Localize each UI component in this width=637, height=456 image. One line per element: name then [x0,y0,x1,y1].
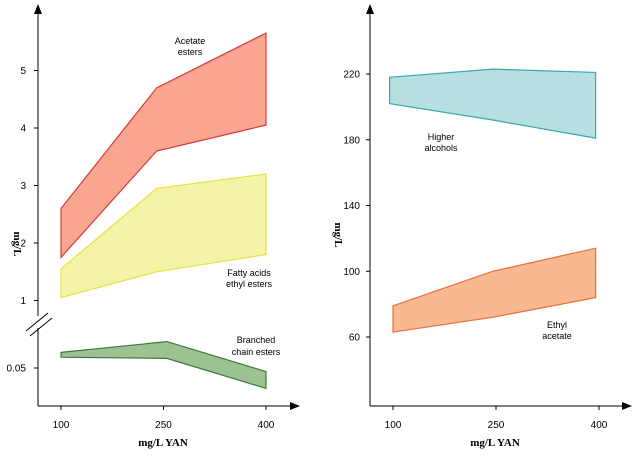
axis-break-mark [25,312,53,337]
label-higher-alcohols-line1: Higher [428,132,455,142]
band-ethyl-acetate [392,247,597,333]
right-y-ticks: 60 100 140 180 220 [343,70,370,344]
label-ethyl-acetate: Ethyl acetate [542,320,572,341]
left-y-tick-label-2: 2 [20,239,26,250]
label-acetate-esters: Acetate esters [175,36,206,57]
left-x-tick-label-250: 250 [155,420,172,431]
right-y-tick-label-220: 220 [343,70,360,81]
right-y-tick-label-180: 180 [343,135,360,146]
left-y-tick-label-0-05: 0.05 [7,364,27,375]
left-bands [60,32,267,390]
left-y-tick-label-5: 5 [20,66,26,77]
label-fatty-acids-line2: ethyl esters [226,279,273,289]
right-y-tick-label-100: 100 [343,267,360,278]
left-y-tick-label-4: 4 [20,124,26,135]
right-y-tick-label-60: 60 [349,333,361,344]
left-y-tick-label-3: 3 [20,181,26,192]
right-x-tick-label-100: 100 [385,420,402,431]
band-acetate-esters [60,32,267,259]
left-chart: 1 2 3 4 5 0.05 100 250 400 mg/L mg/L YAN Acetat… [7,4,300,449]
label-ethyl-acetate-line1: Ethyl [547,320,567,330]
right-x-axis-title: mg/L YAN [470,437,520,449]
left-x-tick-label-400: 400 [258,420,275,431]
left-y-ticks: 1 2 3 4 5 0.05 [7,66,38,375]
left-x-tick-label-100: 100 [53,420,70,431]
right-y-axis-arrow [366,4,374,14]
right-x-axis-arrow [622,402,632,410]
band-branched-chain-esters [60,340,267,390]
right-y-tick-label-140: 140 [343,201,360,212]
right-x-ticks: 100 250 400 [385,406,608,431]
left-y-axis-arrow [34,4,42,14]
right-x-tick-label-250: 250 [488,420,505,431]
left-x-ticks: 100 250 400 [53,406,275,431]
label-higher-alcohols-line2: alcohols [424,143,458,153]
label-branched-chain: Branched chain esters [232,335,281,357]
label-higher-alcohols: Higher alcohols [424,132,458,153]
right-chart: 60 100 140 180 220 100 250 400 mg/L mg/L YAN H… [332,4,632,449]
band-fatty-acids-ethyl-esters [60,173,267,299]
left-y-tick-label-1: 1 [20,296,26,307]
left-x-axis-arrow [290,402,300,410]
label-ethyl-acetate-line2: acetate [542,331,572,341]
label-acetate-esters-line2: esters [178,47,203,57]
label-fatty-acids-line1: Fatty acids [227,268,271,278]
right-x-tick-label-400: 400 [591,420,608,431]
right-bands [389,68,597,333]
band-higher-alcohols [389,68,597,139]
right-y-axis-title: mg/L [332,222,344,247]
left-x-axis-title: mg/L YAN [138,437,188,449]
label-branched-chain-line1: Branched [237,335,276,345]
label-acetate-esters-line1: Acetate [175,36,206,46]
label-branched-chain-line2: chain esters [232,347,281,357]
left-y-axis-title: mg/L [11,231,23,256]
label-fatty-acids: Fatty acids ethyl esters [226,268,273,289]
